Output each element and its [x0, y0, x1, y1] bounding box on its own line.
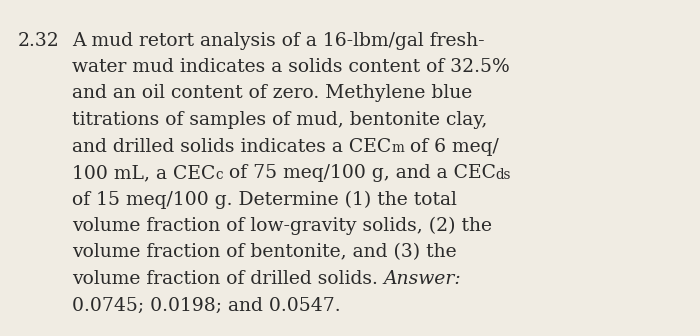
Text: 2.32: 2.32 — [18, 32, 60, 49]
Text: of 15 meq/100 g. Determine (1) the total: of 15 meq/100 g. Determine (1) the total — [72, 191, 457, 209]
Text: volume fraction of drilled solids.: volume fraction of drilled solids. — [72, 270, 384, 288]
Text: m: m — [391, 141, 404, 155]
Text: c: c — [216, 168, 223, 182]
Text: Answer:: Answer: — [384, 270, 461, 288]
Text: ds: ds — [496, 168, 512, 182]
Text: of 6 meq/: of 6 meq/ — [404, 137, 499, 156]
Text: 0.0745; 0.0198; and 0.0547.: 0.0745; 0.0198; and 0.0547. — [72, 296, 341, 314]
Text: and drilled solids indicates a CEC: and drilled solids indicates a CEC — [72, 137, 391, 156]
Text: A mud retort analysis of a 16-lbm/gal fresh-: A mud retort analysis of a 16-lbm/gal fr… — [72, 32, 484, 49]
Text: of 75 meq/100 g, and a CEC: of 75 meq/100 g, and a CEC — [223, 164, 496, 182]
Text: 100 mL, a CEC: 100 mL, a CEC — [72, 164, 216, 182]
Text: and an oil content of zero. Methylene blue: and an oil content of zero. Methylene bl… — [72, 84, 472, 102]
Text: titrations of samples of mud, bentonite clay,: titrations of samples of mud, bentonite … — [72, 111, 487, 129]
Text: volume fraction of bentonite, and (3) the: volume fraction of bentonite, and (3) th… — [72, 244, 456, 261]
Text: volume fraction of low-gravity solids, (2) the: volume fraction of low-gravity solids, (… — [72, 217, 492, 235]
Text: water mud indicates a solids content of 32.5%: water mud indicates a solids content of … — [72, 58, 510, 76]
